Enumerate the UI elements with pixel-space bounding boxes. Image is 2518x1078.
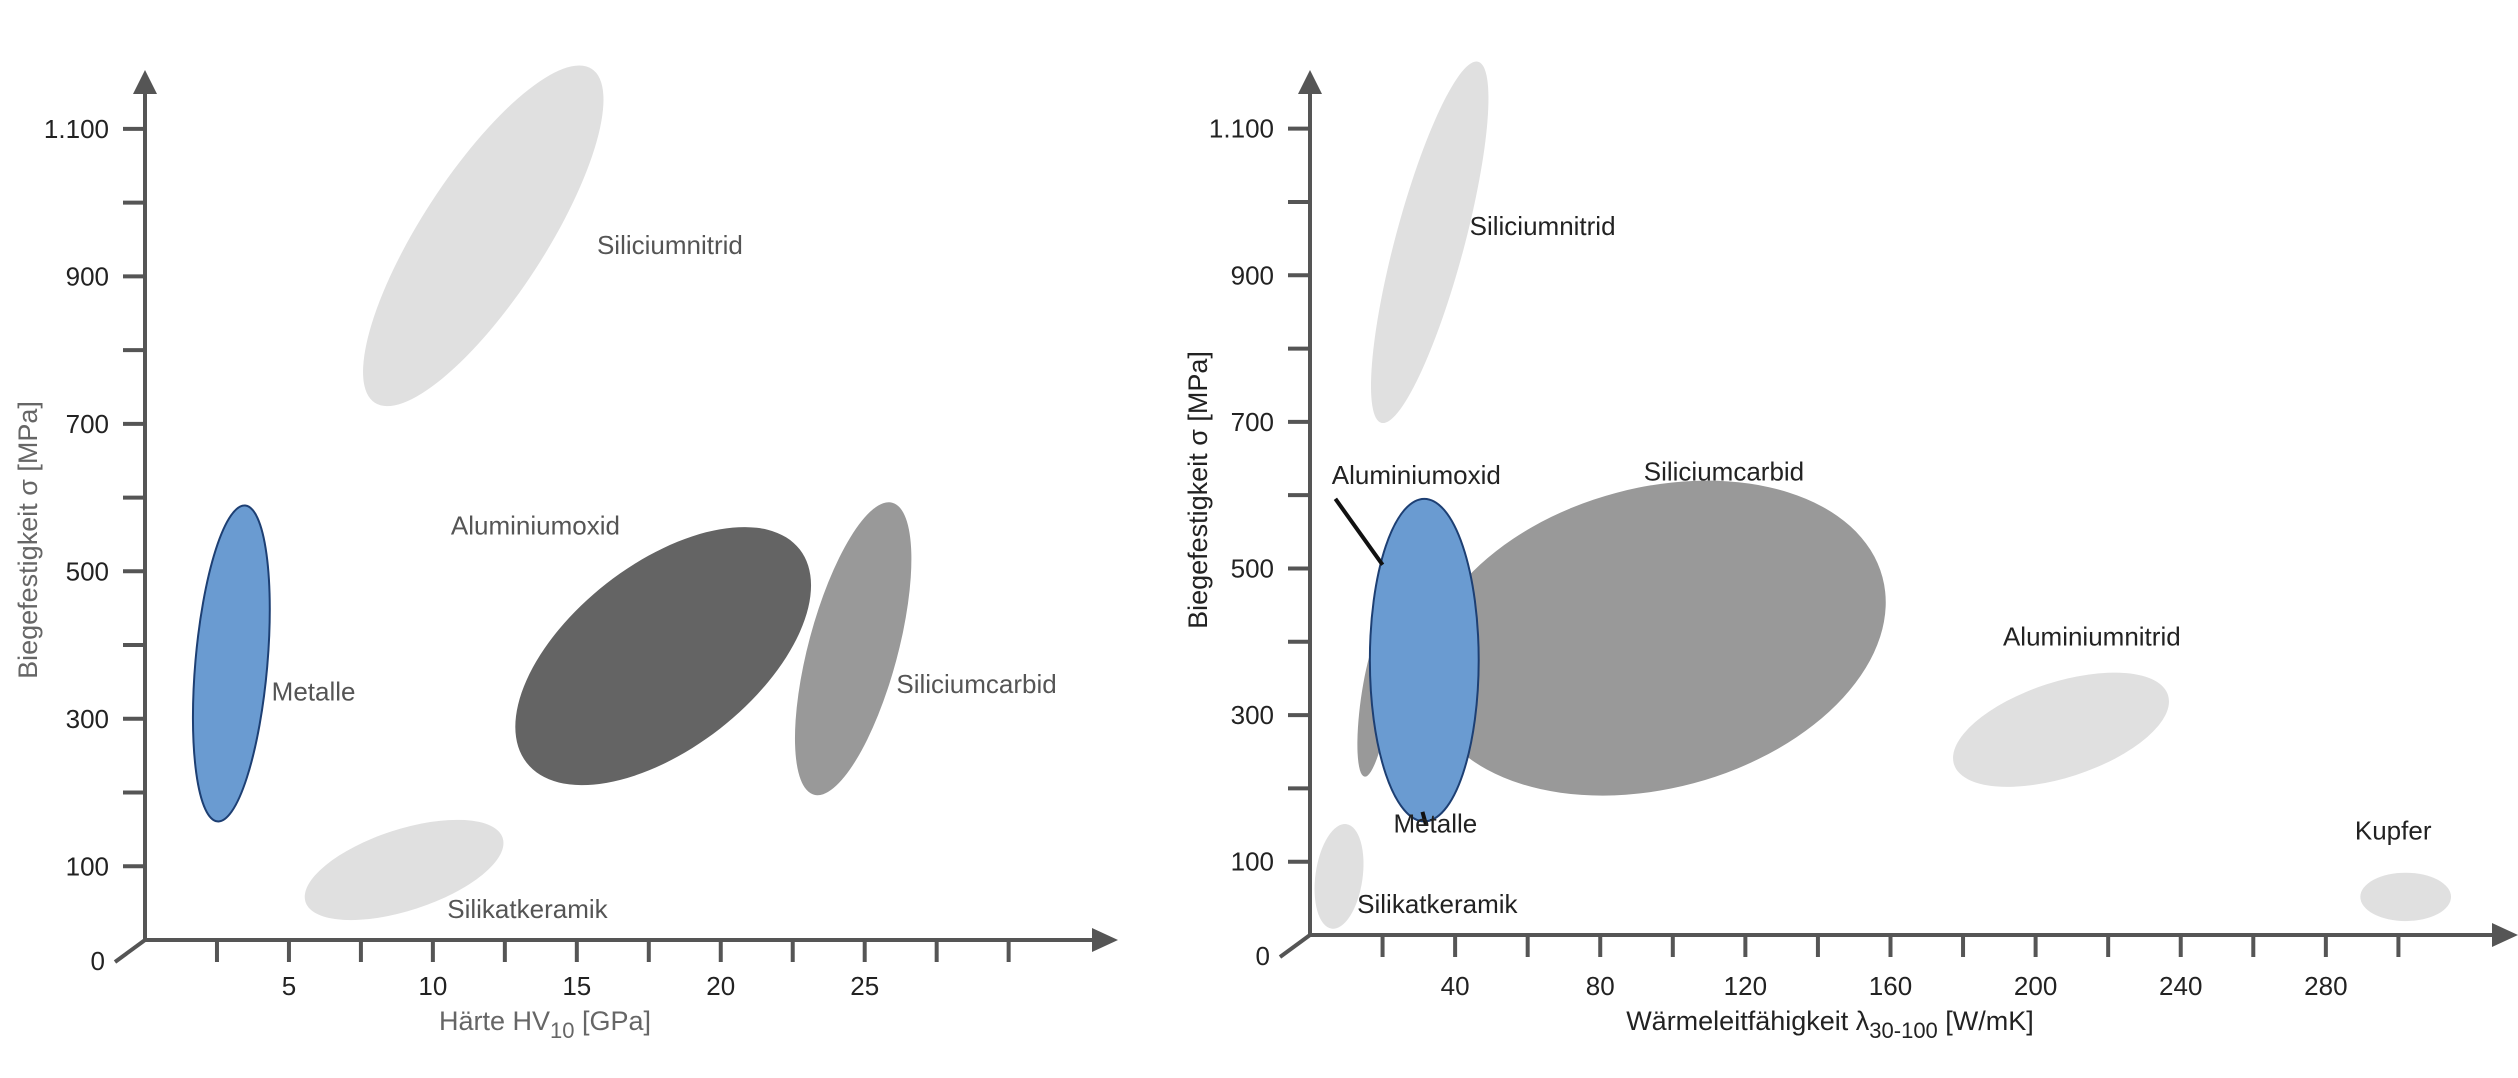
region-silikatkeramik (304, 819, 504, 921)
x-axis-title-sub: 10 (550, 1018, 574, 1043)
region-metalle (191, 504, 271, 823)
region-label-aluminiumoxid: Aluminiumoxid (451, 510, 620, 540)
y-tick-label: 500 (66, 556, 109, 586)
region-siliciumnitrid (1370, 61, 1489, 424)
y-tick-label: 1.100 (44, 114, 109, 144)
region-kupfer (2360, 872, 2452, 922)
y-tick-label: 500 (1231, 553, 1274, 583)
region-label-silikatkeramik: Silikatkeramik (447, 894, 608, 924)
x-tick-label: 160 (1869, 971, 1912, 1001)
y-tick-label: 900 (1231, 260, 1274, 290)
region-label-siliciumnitrid: Siliciumnitrid (1470, 211, 1616, 241)
origin-label: 0 (1256, 941, 1270, 971)
y-tick-label: 100 (1231, 847, 1274, 877)
region-siliciumnitrid (363, 65, 604, 407)
x-axis-title-main: Wärmeleitfähigkeit λ (1626, 1006, 1870, 1036)
origin-label: 0 (91, 946, 105, 976)
x-axis-title-unit: [GPa] (575, 1006, 652, 1036)
x-axis-title: Wärmeleitfähigkeit λ30-100 [W/mK] (1626, 1006, 2034, 1043)
x-axis-title: Härte HV10 [GPa] (439, 1006, 651, 1043)
x-tick-label: 240 (2159, 971, 2202, 1001)
y-axis-arrow (133, 70, 157, 94)
y-tick-label: 100 (66, 851, 109, 881)
region-label-kupfer: Kupfer (2355, 816, 2432, 846)
region-label-siliciumcarbid: Siliciumcarbid (1644, 457, 1804, 487)
x-tick-label: 5 (282, 971, 296, 1001)
region-aluminiumoxid (515, 527, 812, 786)
y-tick-label: 700 (66, 409, 109, 439)
pointer-aluminiumoxid (1333, 497, 1385, 566)
origin-stub (113, 938, 147, 964)
region-metalle (1368, 497, 1480, 823)
y-axis-title: Biegefestigkeit σ [MPa] (13, 401, 43, 679)
x-tick-label: 80 (1586, 971, 1615, 1001)
origin-stub (1278, 933, 1312, 959)
y-tick-label: 700 (1231, 407, 1274, 437)
y-tick-label: 1.100 (1209, 114, 1274, 144)
region-label-siliciumcarbid: Siliciumcarbid (896, 669, 1056, 699)
x-tick-label: 280 (2304, 971, 2347, 1001)
x-tick-label: 20 (706, 971, 735, 1001)
y-tick-label: 900 (66, 261, 109, 291)
chart-conductivity-vs-strength: Siliciumnitrid Siliciumcarbid Aluminiumnit… (1183, 61, 2518, 1043)
region-label-silikatkeramik: Silikatkeramik (1357, 889, 1518, 919)
chart-hardness-vs-strength: Siliciumnitrid Metalle Aluminiumoxid Silici… (13, 65, 1118, 1043)
region-label-metalle: Metalle (272, 676, 356, 706)
region-label-metalle: Metalle (1393, 808, 1477, 838)
x-tick-label: 10 (418, 971, 447, 1001)
x-axis-title-unit: [W/mK] (1938, 1006, 2034, 1036)
region-siliciumcarbid (794, 502, 912, 796)
y-axis-title: Biegefestigkeit σ [MPa] (1183, 351, 1213, 629)
region-silikatkeramik (1314, 823, 1364, 929)
x-axis-title-main: Härte HV (439, 1006, 550, 1036)
x-tick-label: 120 (1724, 971, 1767, 1001)
x-axis-arrow (1092, 928, 1118, 952)
x-tick-label: 25 (850, 971, 879, 1001)
region-siliciumcarbid (1423, 480, 1886, 796)
y-tick-label: 300 (66, 704, 109, 734)
region-label-aluminiumoxid: Aluminiumoxid (1332, 460, 1501, 490)
pointer-metalle (1420, 811, 1429, 826)
x-tick-label: 200 (2014, 971, 2057, 1001)
region-label-aluminiumnitrid: Aluminiumnitrid (2003, 621, 2181, 651)
region-label-siliciumnitrid: Siliciumnitrid (597, 230, 743, 260)
x-tick-label: 40 (1441, 971, 1470, 1001)
y-tick-label: 300 (1231, 700, 1274, 730)
x-axis-arrow (2492, 923, 2518, 947)
y-axis-arrow (1298, 70, 1322, 94)
x-axis-title-sub: 30-100 (1869, 1018, 1938, 1043)
region-aluminiumnitrid (1953, 672, 2169, 787)
x-tick-label: 15 (562, 971, 591, 1001)
